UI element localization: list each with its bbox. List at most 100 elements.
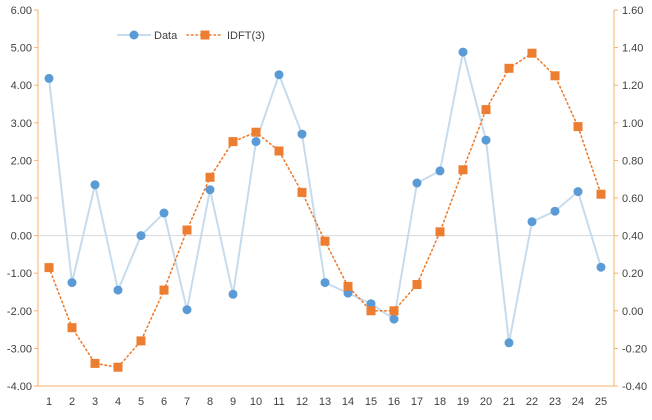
x-tick-label: 25	[595, 396, 607, 408]
left-tick-label: -2.00	[7, 306, 32, 318]
idft-point	[596, 189, 606, 199]
legend-data-label: Data	[154, 30, 178, 42]
left-tick-label: 4.00	[11, 80, 32, 92]
x-tick-label: 2	[69, 396, 75, 408]
data-point	[297, 129, 307, 139]
right-tick-label: 0.40	[622, 231, 643, 243]
x-tick-label: 15	[365, 396, 377, 408]
legend-idft-marker	[200, 30, 210, 40]
data-point	[251, 137, 261, 147]
data-point	[596, 262, 606, 272]
idft-point	[527, 48, 537, 58]
x-tick-label: 7	[184, 396, 190, 408]
x-tick-label: 17	[411, 396, 423, 408]
idft-point	[251, 127, 261, 137]
idft-point	[136, 336, 146, 346]
data-point	[44, 73, 54, 83]
right-tick-label: -0.40	[622, 381, 647, 393]
x-tick-label: 21	[503, 396, 515, 408]
left-tick-label: 0.00	[11, 231, 32, 243]
left-tick-label: 3.00	[11, 118, 32, 130]
data-point	[412, 178, 422, 188]
x-tick-label: 8	[207, 396, 213, 408]
x-tick-label: 22	[526, 396, 538, 408]
idft-point	[435, 227, 445, 237]
data-point	[67, 278, 77, 288]
x-tick-label: 10	[250, 396, 262, 408]
data-point	[550, 206, 560, 216]
x-tick-label: 3	[92, 396, 98, 408]
idft-point	[297, 187, 307, 197]
right-tick-label: 0.00	[622, 306, 643, 318]
idft-point	[274, 146, 284, 156]
data-point	[458, 47, 468, 57]
left-tick-label: 1.00	[11, 193, 32, 205]
x-tick-label: 20	[480, 396, 492, 408]
right-tick-label: 1.40	[622, 43, 643, 55]
legend-data-marker	[129, 30, 139, 40]
axes	[34, 9, 618, 387]
data-point	[113, 285, 123, 295]
idft-point	[458, 165, 468, 175]
right-tick-label: 1.60	[622, 5, 643, 17]
data-point	[90, 180, 100, 190]
right-tick-label: -0.20	[622, 343, 647, 355]
right-tick-label: 0.60	[622, 193, 643, 205]
data-point	[573, 187, 583, 197]
x-tick-label: 5	[138, 396, 144, 408]
x-tick-label: 9	[230, 396, 236, 408]
data-point	[228, 289, 238, 299]
data-point	[389, 314, 399, 324]
idft-point	[366, 306, 376, 316]
tick-labels: -4.00 -3.00 -2.00 -1.00 0.00 1.00 2.00 3.00 4.00…	[7, 5, 647, 408]
data-point	[320, 278, 330, 288]
idft-point	[481, 105, 491, 115]
right-tick-label: 0.20	[622, 268, 643, 280]
legend-idft-label: IDFT(3)	[227, 30, 265, 42]
idft-point	[550, 71, 560, 81]
idft-point	[113, 362, 123, 372]
x-tick-label: 16	[388, 396, 400, 408]
right-tick-label: 1.00	[622, 118, 643, 130]
data-point	[159, 208, 169, 218]
idft-point	[389, 306, 399, 316]
data-point	[274, 70, 284, 80]
x-tick-label: 4	[115, 396, 121, 408]
right-tick-label: 1.20	[622, 80, 643, 92]
idft-point	[44, 263, 54, 273]
left-tick-label: -1.00	[7, 268, 32, 280]
idft-series-line	[48, 52, 602, 369]
left-tick-label: 5.00	[11, 43, 32, 55]
data-point	[136, 231, 146, 241]
data-point	[182, 305, 192, 315]
idft-point	[205, 172, 215, 182]
x-tick-label: 19	[457, 396, 469, 408]
x-tick-label: 23	[549, 396, 561, 408]
data-point	[435, 166, 445, 176]
x-tick-label: 6	[161, 396, 167, 408]
right-tick-label: 0.80	[622, 155, 643, 167]
data-point	[366, 299, 376, 309]
idft-point	[573, 122, 583, 132]
x-tick-label: 12	[296, 396, 308, 408]
data-point	[504, 338, 514, 348]
data-point	[205, 185, 215, 195]
x-tick-label: 18	[434, 396, 446, 408]
left-tick-label: 2.00	[11, 155, 32, 167]
idft-point	[320, 236, 330, 246]
series-group	[44, 47, 606, 372]
legend: Data IDFT(3)	[117, 30, 265, 42]
x-tick-label: 11	[273, 396, 284, 408]
idft-point	[90, 358, 100, 368]
left-tick-label: -3.00	[7, 343, 32, 355]
left-tick-label: -4.00	[7, 381, 32, 393]
idft-point	[67, 323, 77, 333]
x-tick-label: 1	[46, 396, 52, 408]
idft-point	[504, 63, 514, 73]
left-tick-label: 6.00	[11, 5, 32, 17]
x-tick-label: 14	[342, 396, 354, 408]
x-tick-label: 24	[572, 396, 584, 408]
data-point	[527, 217, 537, 227]
idft-point	[182, 225, 192, 235]
